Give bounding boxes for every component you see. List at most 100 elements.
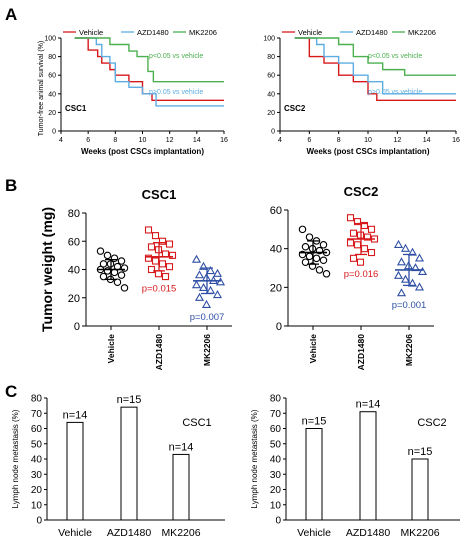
data-point-circle (99, 272, 108, 281)
data-point-square (367, 225, 376, 233)
bar-vehicle (305, 428, 323, 521)
data-point-square (165, 263, 174, 271)
category-label-vehicle: Vehicle (58, 527, 92, 539)
y-tick-label: 40 (68, 265, 80, 277)
data-point-square (158, 237, 167, 245)
data-point-circle (117, 257, 126, 265)
x-tick-label: 16 (220, 137, 228, 144)
data-point-square (154, 270, 163, 278)
y-tick-label: 60 (270, 424, 282, 435)
legend-label-vehicle: Vehicle (298, 28, 322, 37)
data-point-square (360, 245, 369, 253)
data-point-triangle (205, 285, 216, 294)
y-tick-label: 0 (271, 129, 275, 136)
data-point-square (147, 265, 156, 274)
legend-label-azd1480: AZD1480 (137, 28, 169, 37)
legend-label-vehicle: Vehicle (79, 28, 103, 37)
data-point-square (367, 248, 376, 257)
bar-count-label: n=15 (408, 446, 433, 458)
y-tick-label: 0 (52, 129, 56, 136)
data-point-triangle (191, 254, 202, 263)
data-point-circle (117, 271, 126, 279)
x-tick-label: 4 (278, 137, 282, 144)
pvalue-annotation-azd1480: p>0.05 vs vehicle (149, 89, 203, 96)
y-tick-label: 0 (36, 516, 42, 527)
x-tick-label: 8 (337, 137, 341, 144)
legend-label-mk2206: MK2206 (408, 28, 436, 37)
x-tick-label: 14 (423, 137, 431, 144)
data-point-circle (301, 242, 310, 251)
data-point-square (349, 254, 358, 262)
x-tick-label: 6 (86, 137, 90, 144)
data-point-triangle (212, 268, 223, 277)
data-point-triangle (407, 278, 418, 287)
y-tick-label: 10 (270, 500, 282, 511)
y-axis-label: Lymph node metastasis (%) (250, 409, 259, 508)
category-label-mk2206: MK2206 (202, 334, 212, 366)
data-point-circle (322, 270, 331, 278)
y-tick-label: 80 (48, 54, 56, 61)
y-tick-label: 80 (68, 208, 80, 220)
category-label-azd1480: AZD1480 (356, 334, 366, 371)
y-tick-label: 100 (44, 36, 56, 43)
data-point-triangle (194, 292, 205, 301)
data-point-square (349, 229, 358, 237)
legend-label-mk2206: MK2206 (189, 28, 217, 37)
y-tick-label: 10 (31, 500, 43, 511)
y-tick-label: 60 (68, 236, 80, 248)
pvalue-annotation-azd1480: p>0.05 vs vehicle (368, 89, 422, 96)
data-point-square (151, 257, 160, 265)
x-tick-label: 12 (166, 137, 174, 144)
category-label-azd1480: AZD1480 (346, 527, 391, 539)
bar-chart-title: CSC1 (182, 417, 211, 429)
y-tick-label: 20 (267, 110, 275, 117)
x-axis-label: Weeks (post CSCs implantation) (81, 147, 204, 156)
bar-count-label: n=14 (356, 399, 381, 411)
data-point-square (168, 251, 177, 259)
y-axis-label: Lymph node metastasis (%) (11, 409, 20, 508)
y-tick-label: 80 (267, 54, 275, 61)
bar-mk2206 (411, 458, 429, 521)
survival-line-azd1480 (294, 37, 456, 95)
data-point-square (147, 243, 156, 251)
y-tick-label: 20 (270, 485, 282, 496)
y-tick-label: 0 (276, 321, 282, 333)
pvalue-annotation-mk2206: p<0.05 vs vehicle (368, 53, 422, 60)
y-tick-label: 50 (31, 439, 43, 450)
pvalue-label: p=0.007 (190, 312, 225, 323)
y-tick-label: 20 (270, 282, 282, 294)
data-point-circle (99, 260, 108, 268)
data-point-triangle (215, 277, 226, 286)
data-point-triangle (201, 299, 212, 308)
x-tick-label: 4 (59, 137, 63, 144)
bar-count-label: n=14 (169, 441, 194, 453)
plot-title: CSC1 (142, 187, 177, 202)
legend-label-azd1480: AZD1480 (356, 28, 388, 37)
data-point-square (144, 226, 153, 234)
y-tick-label: 0 (275, 516, 281, 527)
data-point-circle (301, 258, 310, 266)
panel-label-b: B (5, 176, 17, 195)
data-point-triangle (198, 261, 209, 270)
survival-line-mk2206 (74, 37, 224, 83)
x-tick-label: 14 (193, 137, 201, 144)
data-point-square (363, 233, 372, 241)
data-point-triangle (194, 270, 205, 279)
data-point-square (346, 239, 355, 247)
plot-title: CSC2 (344, 184, 379, 199)
survival-line-vehicle (294, 37, 456, 102)
y-tick-label: 20 (48, 110, 56, 117)
data-point-triangle (212, 290, 223, 299)
data-point-square (151, 232, 160, 240)
y-tick-label: 80 (31, 394, 43, 405)
data-point-square (161, 273, 170, 281)
data-point-triangle (417, 266, 428, 276)
data-point-triangle (407, 247, 418, 256)
bar-chart-title: CSC2 (417, 417, 446, 429)
bar-mk2206 (172, 453, 190, 521)
data-point-triangle (414, 282, 425, 291)
data-point-circle (315, 266, 324, 274)
data-point-triangle (400, 243, 411, 252)
data-point-circle (305, 252, 314, 261)
